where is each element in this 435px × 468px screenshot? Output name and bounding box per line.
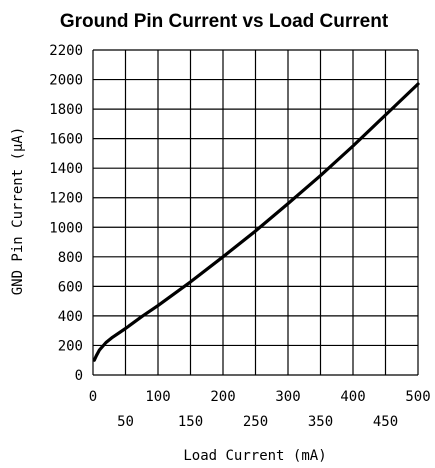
x-tick-label: 450 <box>373 414 398 430</box>
y-tick-label: 2200 <box>49 43 83 59</box>
y-tick-label: 400 <box>58 309 83 325</box>
grid <box>92 49 419 376</box>
x-tick-label: 100 <box>145 389 170 405</box>
y-tick-label: 1200 <box>49 191 83 207</box>
y-tick-label: 800 <box>58 250 83 266</box>
y-tick-label: 0 <box>75 368 83 384</box>
y-tick-label: 200 <box>58 338 83 354</box>
x-tick-label: 200 <box>210 389 235 405</box>
y-axis-label: GND Pin Current (µA) <box>10 127 26 296</box>
tick-labels: 0 50 100 150 200 250 300 350 400 450 500 0 200 400 600… <box>49 43 430 430</box>
chart-title: Ground Pin Current vs Load Current <box>60 11 389 32</box>
x-tick-label: 350 <box>308 414 333 430</box>
x-tick-label: 0 <box>89 389 97 405</box>
x-tick-label: 50 <box>117 414 134 430</box>
series-line <box>92 82 420 362</box>
x-tick-label: 250 <box>243 414 268 430</box>
series-layer <box>92 82 420 362</box>
x-axis-label: Load Current (mA) <box>183 448 326 464</box>
y-tick-label: 1000 <box>49 220 83 236</box>
x-tick-label: 300 <box>275 389 300 405</box>
y-tick-label: 600 <box>58 279 83 295</box>
x-tick-label: 400 <box>340 389 365 405</box>
x-tick-label: 500 <box>405 389 430 405</box>
y-tick-label: 1600 <box>49 132 83 148</box>
x-tick-label: 150 <box>178 414 203 430</box>
y-tick-label: 1800 <box>49 102 83 118</box>
y-tick-label: 2000 <box>49 73 83 89</box>
y-tick-label: 1400 <box>49 161 83 177</box>
